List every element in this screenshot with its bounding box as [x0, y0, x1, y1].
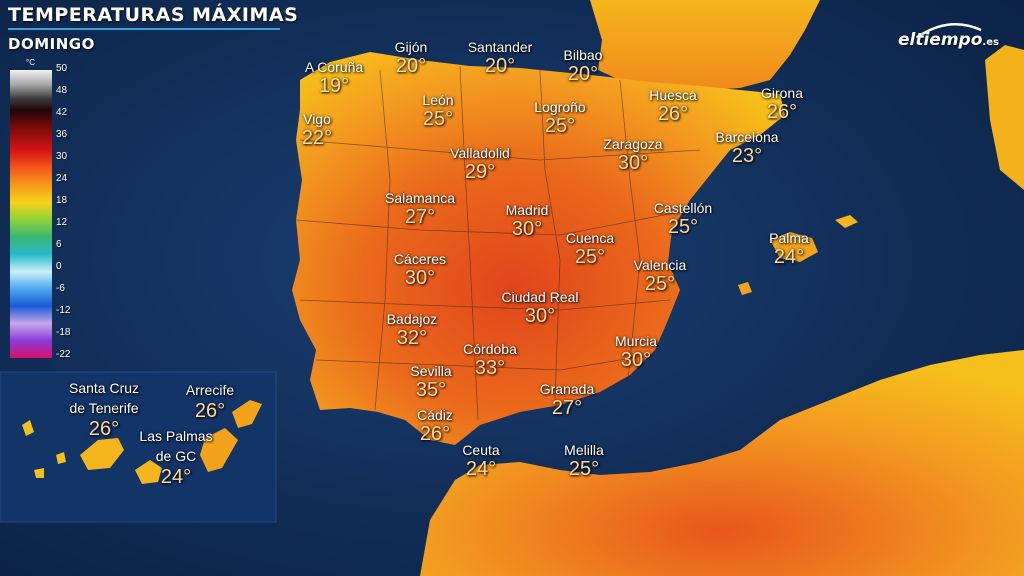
la-palma-land: [22, 420, 34, 436]
sardinia-land: [985, 45, 1024, 190]
temperature-legend: °C: [6, 58, 76, 362]
el-hierro-land: [34, 468, 44, 478]
legend-tick: -12: [56, 305, 71, 316]
legend-tick: 6: [56, 239, 62, 250]
legend-tick: -22: [56, 349, 71, 360]
france-land: [590, 0, 820, 90]
map-subtitle: DOMINGO: [8, 35, 95, 53]
tenerife-land: [80, 438, 124, 470]
menorca-land: [835, 215, 858, 228]
map-title: TEMPERATURAS MÁXIMAS: [8, 4, 299, 26]
logo-suffix: .es: [982, 37, 999, 48]
legend-tick: 36: [56, 129, 68, 140]
legend-tick: -6: [56, 283, 65, 294]
legend-tick: 18: [56, 195, 68, 206]
legend-tick: -18: [56, 327, 71, 338]
title-underline: [8, 28, 280, 30]
mallorca-land: [770, 232, 818, 262]
logo-text: eltiempo: [898, 30, 983, 50]
gran-canaria-land: [135, 460, 162, 484]
legend-tick: 48: [56, 85, 68, 96]
legend-color-bar: [10, 70, 52, 358]
logo-arc-icon: [918, 23, 982, 38]
la-gomera-land: [56, 452, 66, 464]
province-borders: [295, 65, 701, 421]
legend-tick: 0: [56, 261, 62, 272]
africa-land: [420, 350, 1024, 576]
legend-unit: °C: [26, 58, 35, 67]
fuerteventura-land: [200, 428, 238, 472]
legend-tick: 50: [56, 63, 68, 74]
legend-tick: 24: [56, 173, 68, 184]
iberia-land: [292, 52, 785, 445]
canary-islands-panel: [0, 372, 276, 522]
legend-tick: 12: [56, 217, 68, 228]
ibiza-land: [738, 282, 752, 295]
lanzarote-land: [232, 400, 262, 428]
legend-tick: 30: [56, 151, 68, 162]
brand-logo: eltiempo.es: [898, 30, 999, 50]
canary-inset: [0, 371, 277, 523]
legend-tick: 42: [56, 107, 68, 118]
